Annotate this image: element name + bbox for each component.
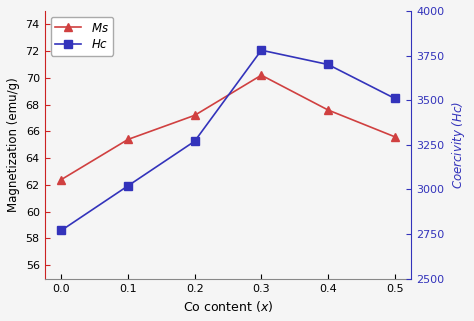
X-axis label: Co content ($x$): Co content ($x$) (183, 299, 273, 314)
Y-axis label: Magnetization (emu/g): Magnetization (emu/g) (7, 77, 20, 212)
Y-axis label: Coercivity ($Hc$): Coercivity ($Hc$) (450, 101, 467, 189)
Legend: $Ms$, $Hc$: $Ms$, $Hc$ (51, 17, 113, 56)
